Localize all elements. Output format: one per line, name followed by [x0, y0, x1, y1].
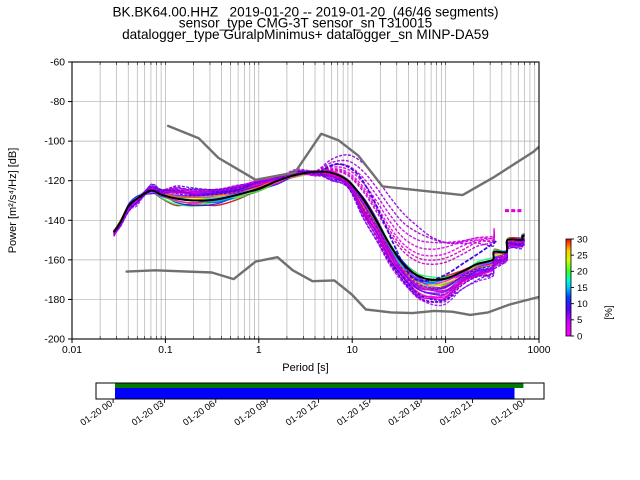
svg-text:Period [s]: Period [s] — [282, 362, 328, 374]
svg-text:-120: -120 — [44, 176, 65, 187]
svg-text:0: 0 — [577, 331, 582, 342]
svg-text:5: 5 — [577, 315, 582, 326]
svg-text:-60: -60 — [50, 58, 65, 69]
svg-text:-80: -80 — [50, 97, 65, 108]
svg-text:-200: -200 — [44, 335, 65, 346]
svg-text:-160: -160 — [44, 255, 65, 266]
svg-text:30: 30 — [577, 234, 588, 245]
svg-text:-180: -180 — [44, 295, 65, 306]
svg-text:100: 100 — [437, 345, 454, 356]
svg-text:0.01: 0.01 — [62, 345, 82, 356]
svg-text:25: 25 — [577, 250, 588, 261]
svg-text:10: 10 — [577, 299, 588, 310]
svg-text:[%]: [%] — [604, 305, 615, 320]
svg-text:1000: 1000 — [528, 345, 551, 356]
svg-text:1: 1 — [256, 345, 262, 356]
svg-text:10: 10 — [346, 345, 358, 356]
svg-text:0.1: 0.1 — [158, 345, 173, 356]
svg-text:-100: -100 — [44, 137, 65, 148]
svg-text:datalogger_type GuralpMinimus+: datalogger_type GuralpMinimus+ datalogge… — [122, 27, 489, 42]
svg-text:-140: -140 — [44, 216, 65, 227]
svg-text:Power [m²/s⁴/Hz] [dB]: Power [m²/s⁴/Hz] [dB] — [7, 148, 19, 254]
svg-text:20: 20 — [577, 267, 588, 278]
svg-text:15: 15 — [577, 283, 588, 294]
